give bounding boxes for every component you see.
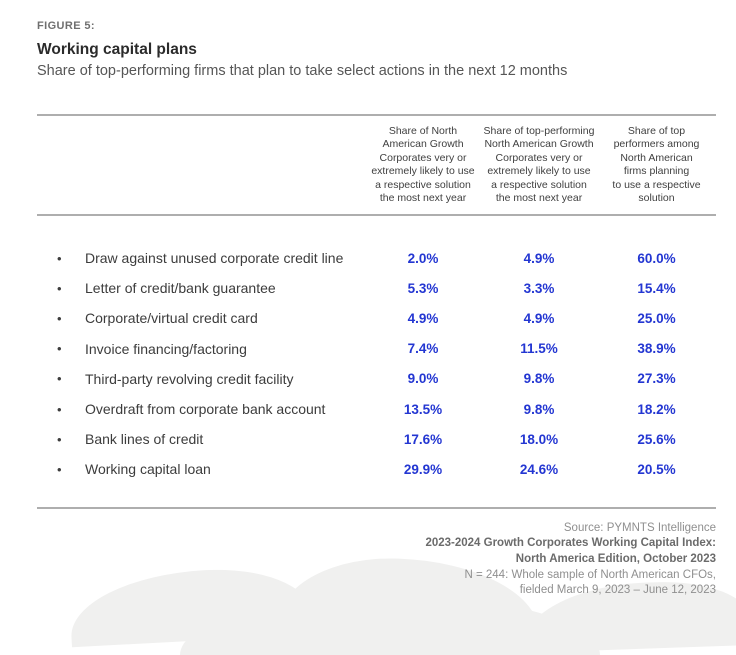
row-value: 4.9% (523, 250, 555, 266)
bullet-icon (57, 371, 85, 386)
row-label: Invoice financing/factoring (85, 340, 247, 357)
bullet-icon (57, 281, 85, 296)
row-label: Draw against unused corporate credit lin… (85, 250, 344, 267)
bullet-icon (57, 462, 85, 477)
row-value: 15.4% (637, 280, 676, 296)
footer-fielded-line: fielded March 9, 2023 – June 12, 2023 (519, 584, 716, 597)
table-header-row: Share of North American Growth Corporate… (37, 116, 716, 214)
figure-header: FIGURE 5: Working capital plans Share of… (0, 0, 736, 79)
row-value: 4.9% (523, 310, 555, 326)
bullet-icon (57, 432, 85, 447)
footer-report-title-line: 2023-2024 Growth Corporates Working Capi… (425, 537, 716, 550)
table-row: Invoice financing/factoring 7.4% 11.5% 3… (37, 334, 716, 364)
column-header-1: Share of North American Growth Corporate… (371, 124, 475, 205)
row-label: Letter of credit/bank guarantee (85, 280, 276, 297)
row-label: Third-party revolving credit facility (85, 370, 294, 387)
bullet-icon (57, 311, 85, 326)
row-value: 38.9% (637, 341, 676, 357)
row-value: 13.5% (403, 401, 443, 417)
row-value: 18.0% (519, 431, 559, 447)
row-value: 25.6% (637, 431, 676, 447)
row-label: Bank lines of credit (85, 431, 204, 448)
row-value: 27.3% (637, 371, 676, 387)
footer-report-edition-line: North America Edition, October 2023 (515, 552, 716, 565)
row-value: 9.0% (407, 371, 439, 387)
figure-label: FIGURE 5: (37, 20, 95, 32)
row-value: 20.5% (637, 461, 676, 477)
divider-top (37, 114, 716, 116)
row-value: 24.6% (519, 461, 559, 477)
row-label: Corporate/virtual credit card (85, 310, 258, 327)
row-label: Overdraft from corporate bank account (85, 401, 326, 418)
row-value: 4.9% (407, 310, 439, 326)
row-value: 3.3% (523, 280, 555, 296)
row-value: 2.0% (407, 250, 439, 266)
row-value: 9.8% (523, 371, 555, 387)
column-header-2: Share of top-performing North American G… (483, 124, 595, 205)
row-value: 18.2% (637, 401, 676, 417)
row-value: 17.6% (403, 431, 443, 447)
table-row: Letter of credit/bank guarantee 5.3% 3.3… (37, 273, 716, 303)
table-row: Overdraft from corporate bank account 13… (37, 394, 716, 424)
row-value: 9.8% (523, 401, 555, 417)
table-row: Third-party revolving credit facility 9.… (37, 364, 716, 394)
column-header-3: Share of top performers among North Amer… (612, 124, 701, 205)
source-footer: Source: PYMNTS Intelligence 2023-2024 Gr… (0, 509, 736, 600)
bullet-icon (57, 341, 85, 356)
row-value: 5.3% (407, 280, 439, 296)
table-row: Working capital loan 29.9% 24.6% 20.5% (37, 454, 716, 484)
row-label: Working capital loan (85, 461, 211, 478)
page-title: Working capital plans (37, 41, 197, 58)
divider-bottom (37, 506, 716, 509)
table-row: Bank lines of credit 17.6% 18.0% 25.6% (37, 424, 716, 454)
figure-page: FIGURE 5: Working capital plans Share of… (0, 0, 736, 607)
bullet-icon (57, 251, 85, 266)
table-row: Corporate/virtual credit card 4.9% 4.9% … (37, 303, 716, 333)
row-value: 29.9% (403, 461, 443, 477)
row-value: 60.0% (637, 250, 676, 266)
row-value: 25.0% (637, 310, 676, 326)
table-body: Draw against unused corporate credit lin… (37, 216, 716, 507)
bullet-icon (57, 402, 85, 417)
page-subtitle: Share of top-performing firms that plan … (37, 63, 568, 79)
row-value: 11.5% (520, 341, 558, 357)
divider-header (37, 214, 716, 216)
table-row: Draw against unused corporate credit lin… (37, 243, 716, 273)
footer-source-line: Source: PYMNTS Intelligence (563, 521, 716, 534)
footer-sample-line: N = 244: Whole sample of North American … (464, 568, 716, 581)
row-value: 7.4% (407, 341, 439, 357)
